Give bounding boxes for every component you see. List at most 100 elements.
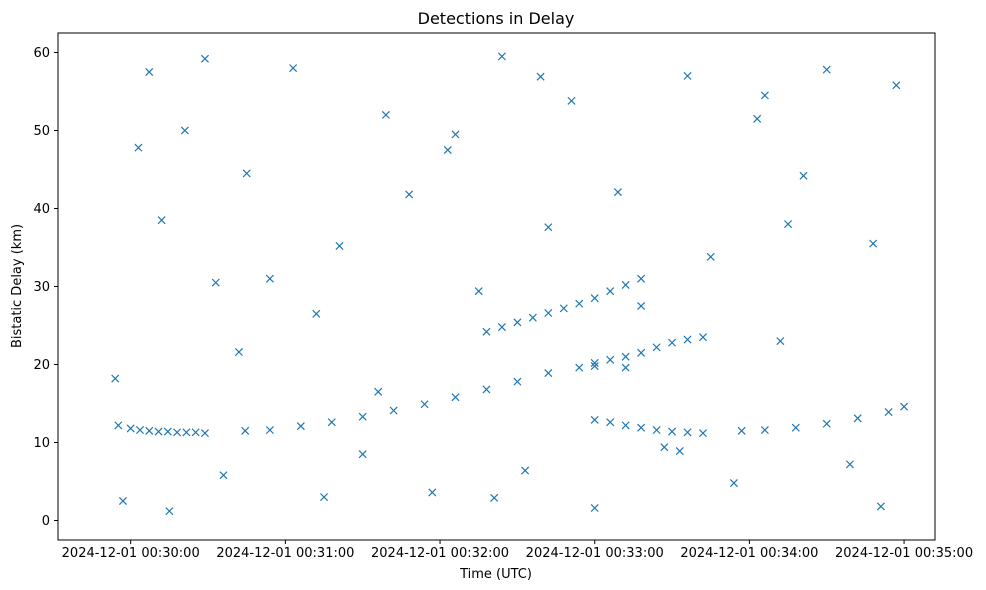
data-point — [180, 126, 189, 135]
series-track-A — [114, 421, 209, 438]
data-point — [606, 355, 615, 364]
x-tick-label: 2024-12-01 00:31:00 — [216, 546, 354, 561]
data-point — [590, 294, 599, 303]
data-point — [451, 393, 460, 402]
data-point — [497, 52, 506, 61]
data-point — [428, 488, 437, 497]
data-point — [200, 54, 209, 63]
x-axis: 2024-12-01 00:30:00 2024-12-01 00:31:00 20… — [62, 540, 973, 561]
plot-area — [58, 33, 935, 540]
data-point — [528, 313, 537, 322]
data-point — [900, 402, 909, 411]
data-point — [182, 428, 191, 437]
data-point — [296, 422, 305, 431]
data-point — [145, 426, 154, 435]
data-point — [111, 374, 120, 383]
data-point — [606, 287, 615, 296]
data-point — [559, 304, 568, 313]
data-point — [637, 348, 646, 357]
data-point — [575, 363, 584, 372]
data-point — [652, 425, 661, 435]
data-point — [760, 91, 769, 100]
data-point — [784, 220, 793, 229]
data-point — [544, 308, 553, 318]
series-track-B — [241, 362, 599, 435]
data-point — [490, 493, 499, 502]
data-point — [497, 323, 506, 332]
data-point — [869, 239, 878, 248]
data-point — [242, 169, 251, 178]
data-point — [621, 421, 630, 430]
data-point — [134, 143, 143, 152]
data-point — [884, 408, 893, 417]
data-point — [675, 447, 684, 456]
series-clutter — [111, 52, 901, 516]
data-point — [668, 427, 677, 436]
data-point — [892, 81, 901, 90]
data-point — [853, 414, 862, 423]
data-point — [451, 130, 460, 139]
x-axis-label: Time (UTC) — [459, 567, 532, 582]
data-point — [698, 429, 708, 438]
y-tick-label: 50 — [33, 124, 50, 139]
plot-border — [57, 32, 936, 541]
data-point — [637, 301, 646, 311]
data-point — [621, 280, 630, 289]
data-point — [521, 466, 530, 475]
data-point — [637, 423, 646, 432]
data-point — [234, 347, 243, 357]
data-point — [191, 428, 200, 437]
data-point — [683, 71, 692, 80]
y-tick-label: 40 — [33, 202, 50, 217]
data-point — [389, 406, 398, 415]
y-tick-label: 0 — [42, 514, 50, 529]
data-point — [822, 419, 831, 428]
data-point — [358, 412, 367, 421]
data-point — [114, 421, 123, 430]
data-point — [729, 479, 738, 488]
y-tick-label: 10 — [33, 436, 50, 451]
data-point — [590, 503, 599, 513]
data-point — [241, 426, 250, 435]
y-tick-label: 60 — [33, 46, 50, 61]
data-point — [575, 299, 584, 308]
series-track-F — [737, 402, 909, 435]
y-axis-label: Bistatic Delay (km) — [10, 224, 25, 348]
data-point — [381, 110, 390, 119]
data-point — [567, 96, 576, 105]
x-tick-label: 2024-12-01 00:33:00 — [526, 546, 664, 561]
data-point — [544, 223, 553, 232]
data-point — [590, 415, 599, 424]
points-layer — [111, 52, 909, 516]
data-point — [706, 252, 715, 261]
data-point — [154, 427, 163, 436]
series-track-D — [590, 333, 708, 367]
data-point — [652, 343, 661, 352]
data-point — [374, 387, 383, 396]
data-point — [327, 418, 336, 427]
data-point — [165, 507, 174, 516]
y-tick-label: 30 — [33, 280, 50, 295]
data-point — [753, 114, 762, 123]
data-point — [163, 427, 172, 436]
data-point — [312, 309, 321, 318]
data-point — [443, 145, 452, 155]
data-point — [135, 425, 145, 435]
data-point — [637, 274, 646, 283]
data-point — [621, 363, 630, 372]
data-point — [513, 377, 522, 386]
data-point — [358, 450, 367, 459]
data-point — [474, 287, 483, 296]
data-point — [606, 418, 615, 427]
data-point — [145, 67, 154, 77]
data-point — [544, 369, 553, 378]
data-point — [668, 338, 677, 347]
y-tick-label: 20 — [33, 358, 50, 373]
data-point — [405, 190, 414, 199]
x-tick-label: 2024-12-01 00:32:00 — [371, 546, 509, 561]
series-track-E — [590, 415, 708, 438]
data-point — [173, 428, 182, 437]
data-point — [420, 400, 429, 409]
data-point — [126, 424, 135, 433]
x-tick-label: 2024-12-01 00:35:00 — [835, 546, 973, 561]
